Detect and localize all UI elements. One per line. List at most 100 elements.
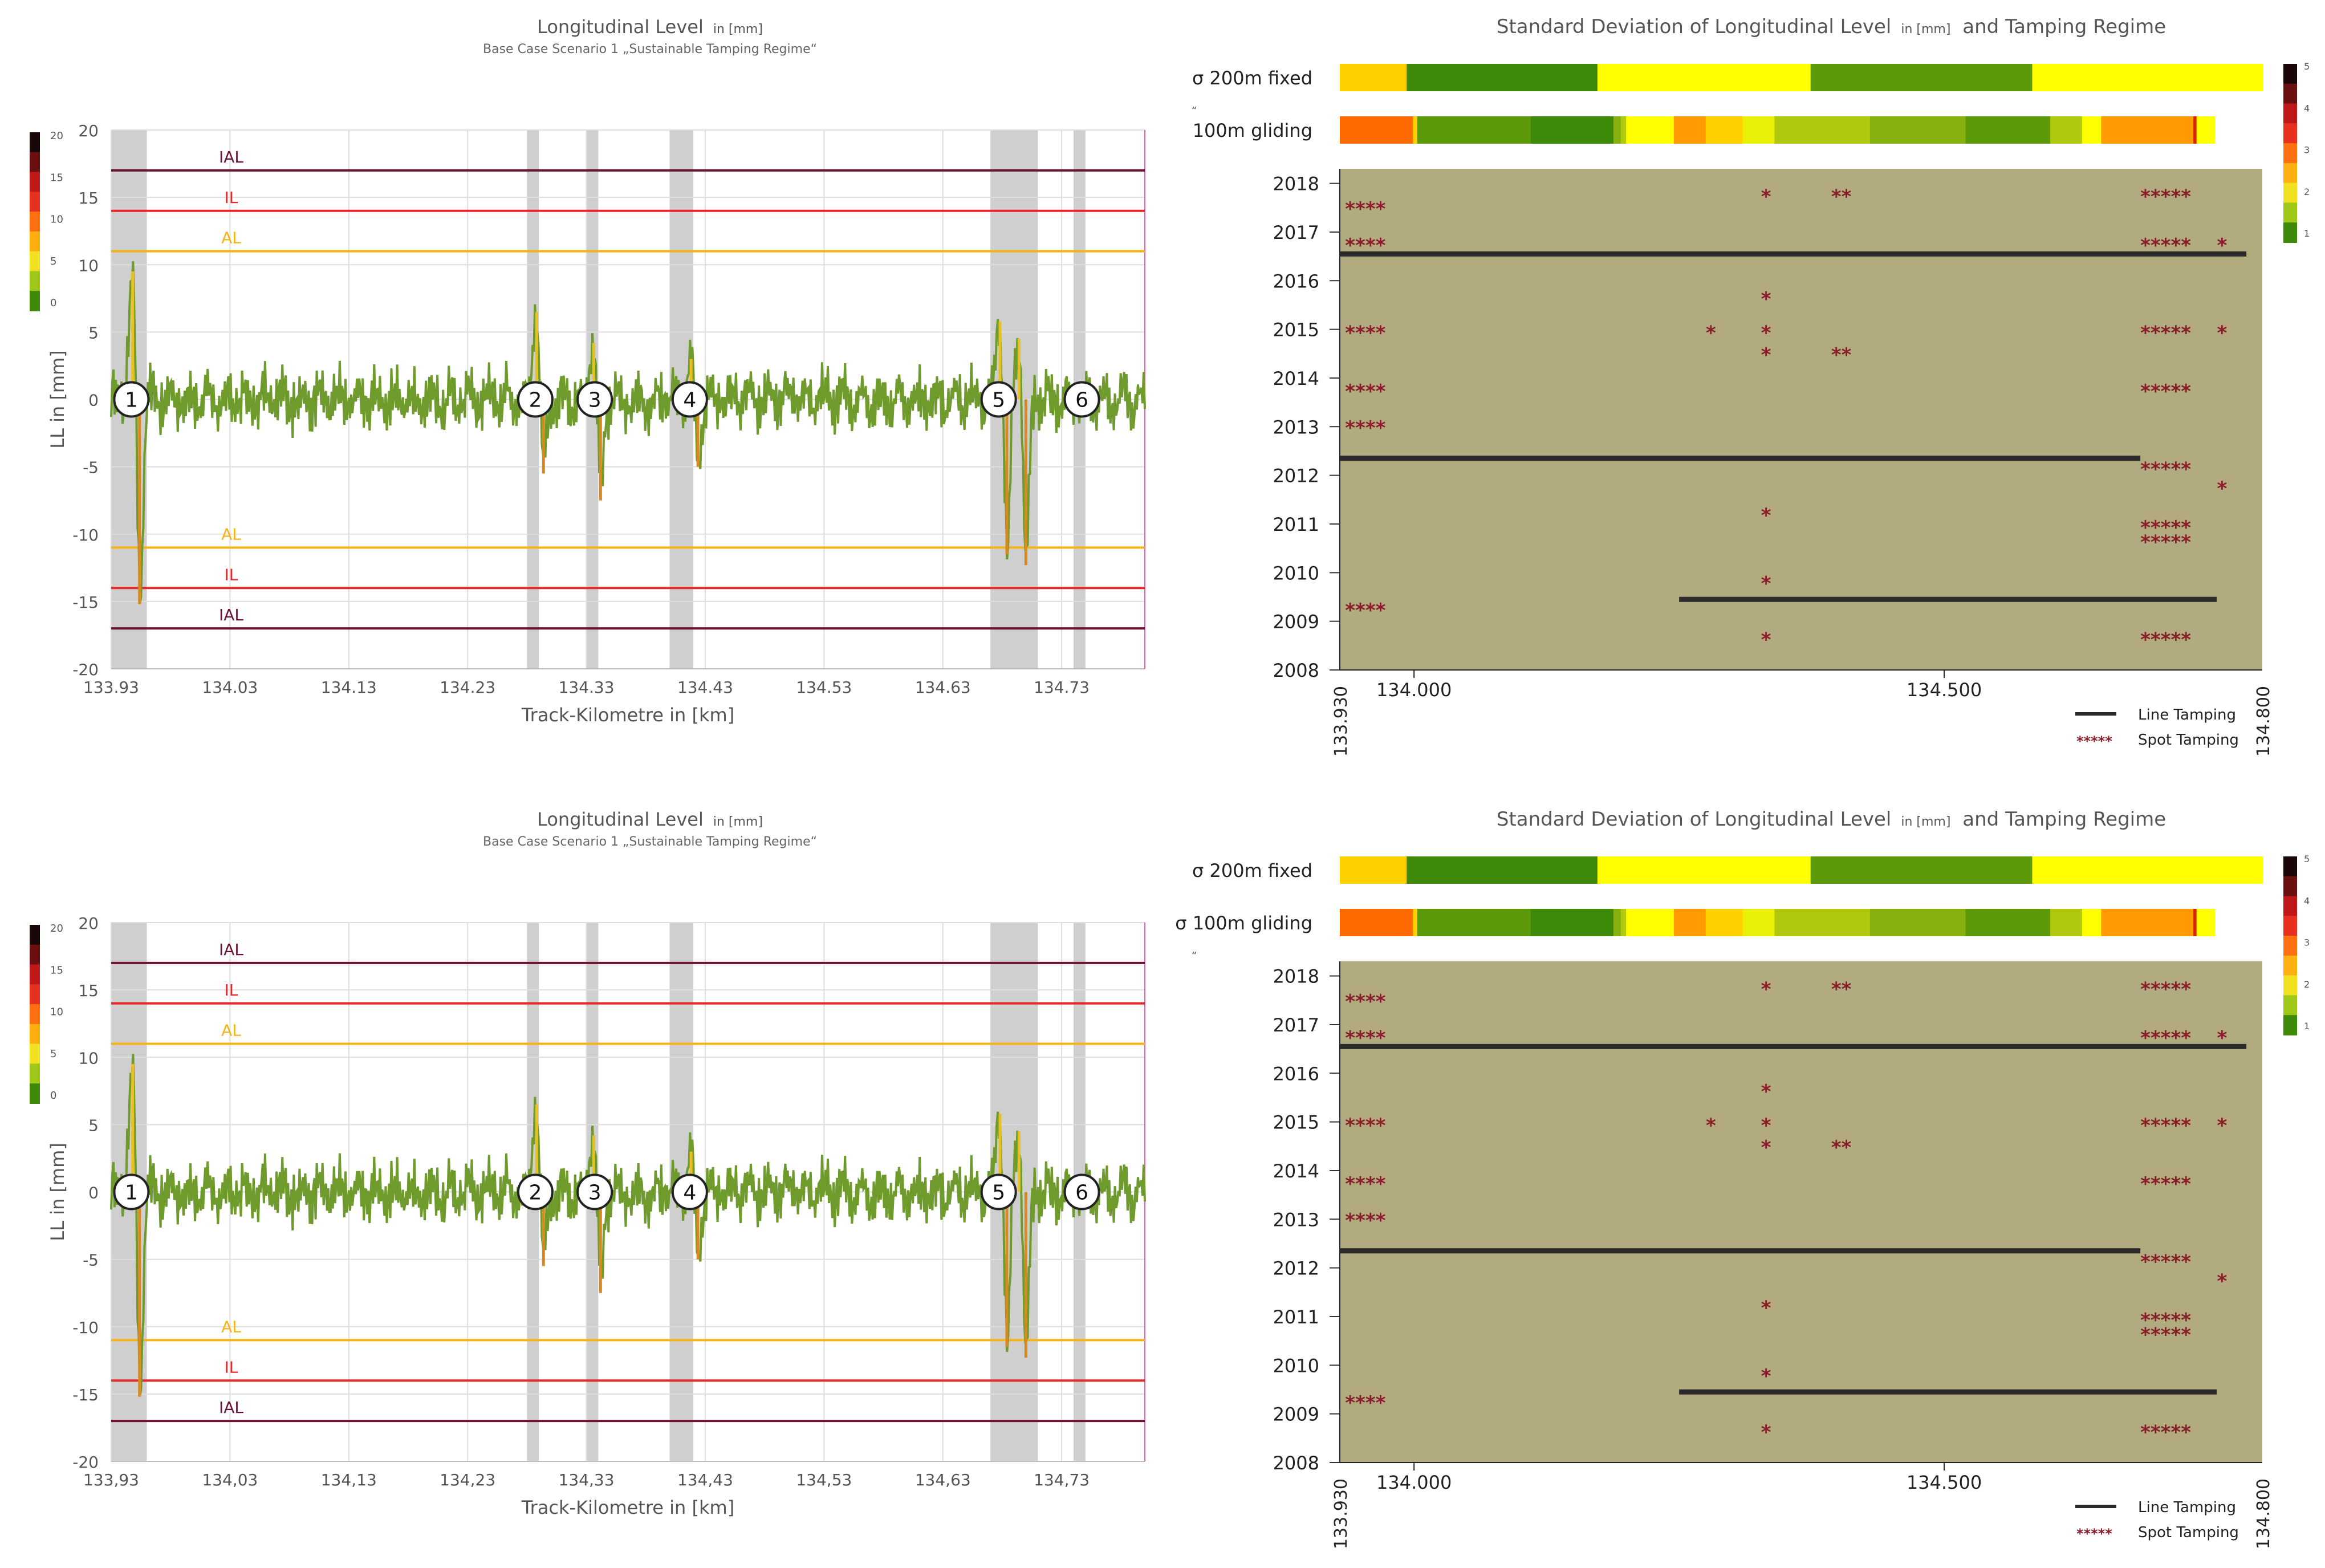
section-marker	[671, 381, 708, 418]
year-tick-label: 2013	[1273, 416, 1319, 438]
colorbar-tick: 5	[50, 1048, 56, 1060]
section-marker	[113, 1173, 150, 1210]
spot-tamping-mark: ****	[1345, 599, 1385, 622]
spot-tamping-mark: *	[2217, 234, 2227, 257]
sd-cell	[2193, 116, 2197, 144]
sd-cell	[1407, 64, 1598, 91]
colorbar-segment	[30, 192, 40, 213]
colorbar-segment	[2283, 182, 2297, 204]
legend-line-label: Line Tamping	[2138, 1499, 2236, 1516]
colorbar-segment	[30, 1083, 40, 1104]
y-tick-label: -5	[83, 1251, 99, 1270]
sd-cell	[2032, 856, 2263, 884]
legend-spot-label: Spot Tamping	[2138, 732, 2239, 749]
year-tick-label: 2010	[1273, 562, 1319, 584]
threshold-label: IAL	[219, 1398, 243, 1417]
colorbar-segment	[30, 1063, 40, 1084]
tamping-legend: Line Tamping ***** Spot Tamping	[2075, 1499, 2239, 1542]
colorbar-segment	[30, 1004, 40, 1025]
colorbar-segment	[2283, 955, 2297, 976]
sd-cell	[1613, 909, 1621, 936]
spot-tamping-mark: *	[1761, 1297, 1771, 1320]
year-tick-label: 2015	[1273, 319, 1319, 341]
section-marker-label: 2	[529, 389, 542, 412]
section-marker-label: 6	[1075, 1181, 1088, 1205]
spot-tamping-mark: ****	[1345, 1115, 1385, 1138]
x-tick-label: 134.43	[677, 678, 733, 697]
year-tick-label: 2014	[1273, 368, 1319, 389]
colorbar-segment	[2283, 123, 2297, 144]
spot-tamping-mark: *****	[2140, 458, 2191, 481]
year-tick-label: 2010	[1273, 1355, 1319, 1376]
spot-tamping-mark: *	[1761, 1136, 1771, 1159]
x-tick-label: 134.500	[1907, 679, 1982, 701]
threshold-label: IL	[225, 981, 238, 1000]
tamping-plot-area	[1340, 961, 2262, 1463]
section-marker	[1063, 381, 1100, 418]
spot-tamping-mark: *****	[2140, 322, 2191, 345]
y-tick-label: 10	[78, 1049, 99, 1067]
colorbar-tick: 20	[50, 923, 63, 935]
spot-tamping-mark: *	[1706, 322, 1716, 345]
ll-title-unit: in [mm]	[709, 22, 763, 36]
y-axis-label: LL in [mm]	[47, 350, 68, 448]
sd-footnote: “	[1192, 105, 1197, 117]
x-tick-label: 134.33	[559, 678, 615, 697]
year-tick-label: 2011	[1273, 514, 1319, 535]
y-tick-label: -10	[72, 526, 99, 545]
sd-cell	[1530, 116, 1614, 144]
colorbar-segment	[30, 925, 40, 945]
spot-tamping-mark: *	[1761, 978, 1771, 1001]
spot-tamping-mark: *****	[2140, 517, 2191, 539]
spot-tamping-mark: **	[1831, 344, 1852, 367]
colorbar-tick: 3	[2304, 937, 2310, 948]
sd-cell	[1407, 856, 1598, 884]
x-edge-label: 134.800	[2254, 1478, 2274, 1549]
colorbar-segment	[30, 964, 40, 985]
threshold-label: AL	[221, 1021, 241, 1040]
year-tick-label: 2018	[1273, 173, 1319, 195]
x-tick-label: 134.53	[796, 678, 852, 697]
year-tick-label: 2016	[1273, 270, 1319, 292]
year-tick-label: 2009	[1273, 1404, 1319, 1425]
sd-cell	[2101, 909, 2194, 936]
x-tick-label: 134,13	[321, 1470, 377, 1489]
sd-title-suffix: and Tamping Regime	[1956, 15, 2166, 38]
sd-cell	[2082, 116, 2102, 144]
sd-cell	[1340, 909, 1414, 936]
colorbar-tick: 4	[2304, 103, 2310, 113]
sd-cell	[2050, 116, 2083, 144]
sd-cell	[2193, 909, 2197, 936]
y-tick-label: 0	[88, 1184, 99, 1203]
y-tick-label: 5	[88, 323, 99, 342]
spot-tamping-mark: *****	[2140, 1324, 2191, 1347]
colorbar-tick: 2	[2304, 186, 2310, 197]
spot-tamping-mark: *	[2217, 1270, 2227, 1293]
sd-cell	[2196, 116, 2216, 144]
tamping-legend: Line Tamping ***** Spot Tamping	[2075, 706, 2239, 749]
spot-tamping-mark: *****	[2140, 1115, 2191, 1138]
sd-cell	[2050, 909, 2083, 936]
section-marker	[517, 381, 554, 418]
colorbar-segment	[2283, 876, 2297, 897]
spot-tamping-mark: *	[1761, 505, 1771, 527]
x-tick-label: 134,73	[1034, 1470, 1090, 1489]
ll-title-text: Longitudinal Level	[537, 809, 704, 830]
spot-tamping-mark: *****	[2140, 186, 2191, 209]
legend-line-label: Line Tamping	[2138, 706, 2236, 724]
year-tick-label: 2009	[1273, 611, 1319, 633]
spot-tamping-mark: ****	[1345, 1027, 1385, 1050]
spot-tamping-mark: ****	[1345, 380, 1385, 403]
threshold-label: IAL	[219, 148, 243, 166]
spot-tamping-mark: ****	[1345, 322, 1385, 345]
colorbar-segment	[2283, 143, 2297, 164]
y-tick-label: -15	[72, 593, 99, 612]
ll-title-unit: in [mm]	[709, 815, 763, 829]
sd-cell	[1340, 116, 1414, 144]
year-tick-label: 2008	[1273, 660, 1319, 681]
tamping-plot-area	[1340, 169, 2262, 670]
sd-cell	[1810, 856, 2033, 884]
sd-cell	[1597, 856, 1811, 884]
colorbar-segment	[2283, 936, 2297, 956]
spot-tamping-mark: ****	[1345, 1209, 1385, 1232]
